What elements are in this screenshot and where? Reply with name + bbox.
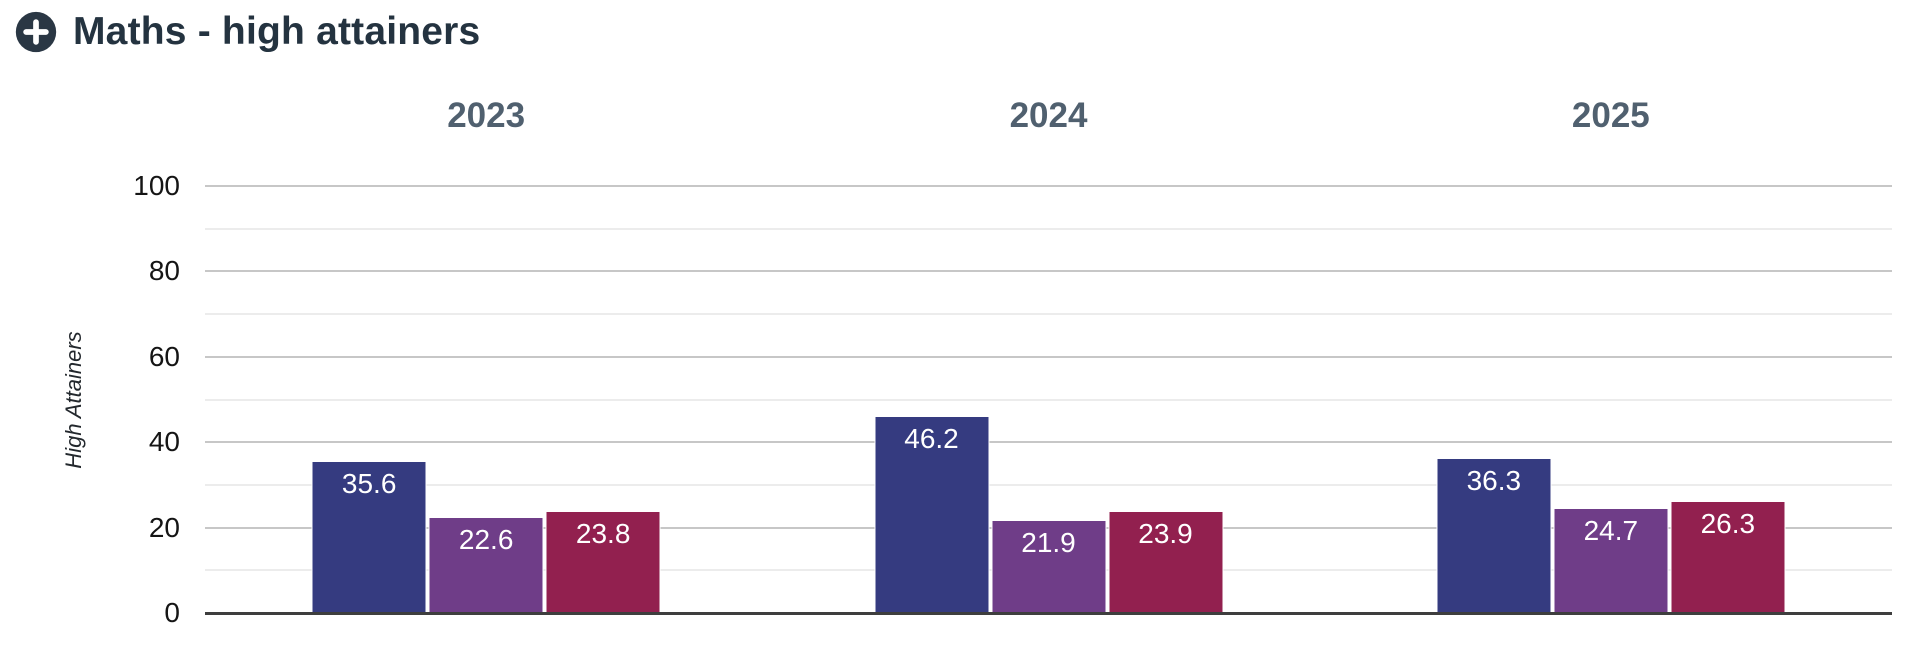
major-gridline <box>205 355 1892 358</box>
y-tick-label: 40 <box>148 426 180 458</box>
minor-gridline <box>205 398 1892 401</box>
bar-2025-series-1[interactable]: 36.3 <box>1436 458 1552 613</box>
y-axis-title: High Attainers <box>61 331 86 469</box>
bar-2024-series-1[interactable]: 46.2 <box>874 415 989 613</box>
bar-2025-series-2[interactable]: 24.7 <box>1553 507 1669 613</box>
major-gridline <box>205 185 1892 188</box>
plus-circle-icon[interactable] <box>14 10 58 54</box>
bar-group-2023: 35.6 22.6 23.8 <box>311 461 661 613</box>
bar-2023-series-3[interactable]: 23.8 <box>545 511 661 613</box>
chart-title: Maths - high attainers <box>73 10 481 53</box>
bar-value-label: 21.9 <box>1021 526 1076 558</box>
major-gridline <box>205 441 1892 444</box>
bar-group-2025: 36.3 24.7 26.3 <box>1436 458 1786 613</box>
minor-gridline <box>205 483 1892 486</box>
year-label-2025: 2025 <box>1571 96 1650 135</box>
bar-value-label: 35.6 <box>341 468 397 499</box>
bar-2023-series-2[interactable]: 22.6 <box>428 516 544 613</box>
bar-value-label: 23.9 <box>1138 517 1193 549</box>
x-axis-baseline <box>205 612 1892 615</box>
bar-2024-series-2[interactable]: 21.9 <box>991 519 1106 613</box>
minor-gridline <box>205 227 1892 230</box>
bar-value-label: 46.2 <box>904 422 959 454</box>
bar-value-label: 22.6 <box>458 523 514 555</box>
bar-2023-series-1[interactable]: 35.6 <box>311 461 427 613</box>
y-tick-label: 20 <box>148 511 180 543</box>
bar-group-2024: 46.2 21.9 23.9 <box>874 415 1223 613</box>
bar-2024-series-3[interactable]: 23.9 <box>1108 510 1223 613</box>
bar-value-label: 23.8 <box>575 518 631 550</box>
bar-value-label: 36.3 <box>1466 465 1522 496</box>
y-tick-label: 60 <box>148 340 180 372</box>
bar-2025-series-3[interactable]: 26.3 <box>1670 500 1786 613</box>
plot-area: 35.6 22.6 23.8 46.2 21.9 23.9 36.3 24.7 26.3 <box>205 185 1892 615</box>
chart-header: Maths - high attainers <box>14 10 480 54</box>
minor-gridline <box>205 313 1892 316</box>
year-label-2024: 2024 <box>1009 96 1088 135</box>
bar-value-label: 24.7 <box>1583 514 1639 546</box>
bar-value-label: 26.3 <box>1700 507 1756 539</box>
year-label-2023: 2023 <box>447 96 526 135</box>
major-gridline <box>205 270 1892 273</box>
y-tick-label: 80 <box>148 255 180 287</box>
y-tick-label: 100 <box>133 170 180 201</box>
y-tick-label: 0 <box>164 597 180 628</box>
